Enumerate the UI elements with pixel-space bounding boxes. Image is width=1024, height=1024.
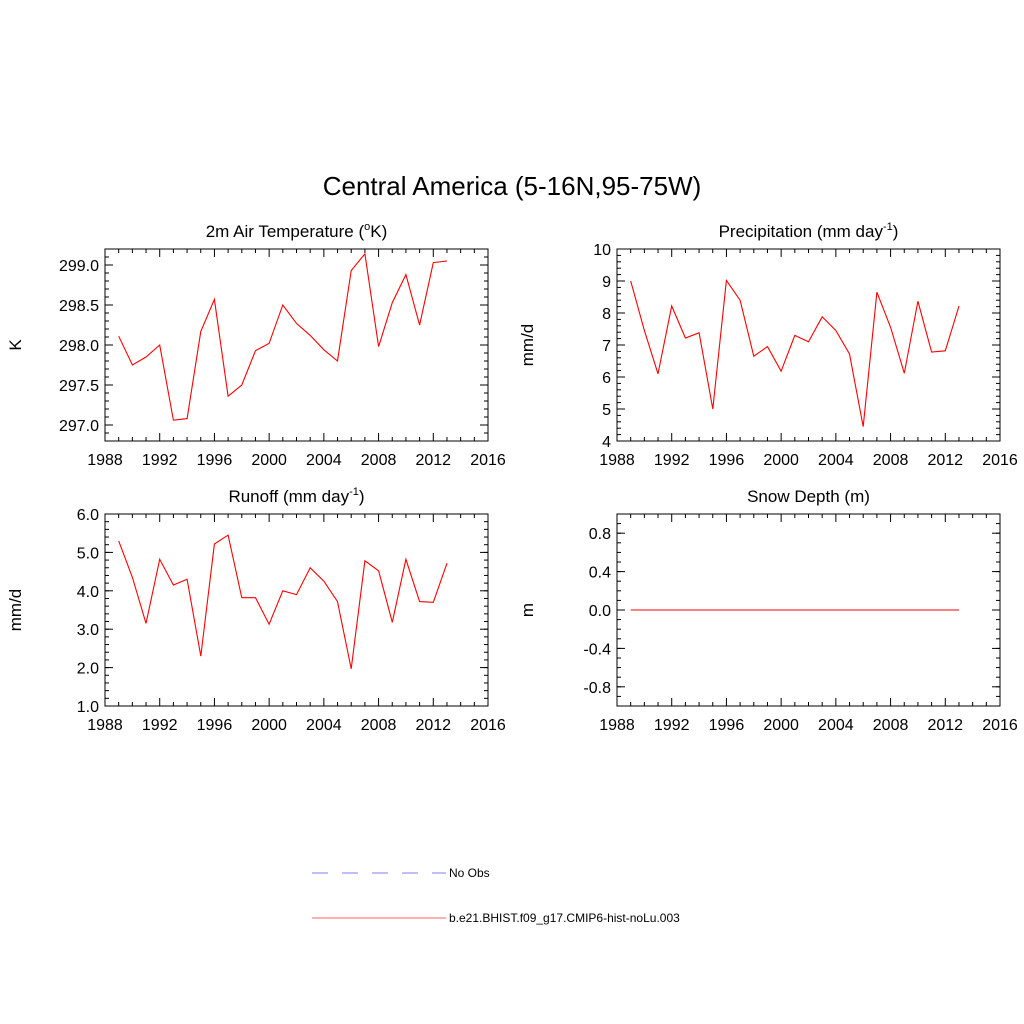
y-tick-label: 10 — [593, 242, 611, 259]
series-line — [118, 252, 448, 421]
x-tick-label: 1996 — [709, 717, 745, 734]
x-tick-label: 2004 — [306, 452, 342, 469]
x-tick-label: 1988 — [87, 452, 123, 469]
x-tick-label: 1992 — [654, 452, 690, 469]
x-tick-label: 2008 — [361, 452, 397, 469]
x-tick-label: 2016 — [982, 452, 1018, 469]
y-axis-label: m — [518, 603, 537, 617]
main-title: Central America (5-16N,95-75W) — [323, 171, 702, 201]
x-tick-label: 1996 — [709, 452, 745, 469]
x-tick-label: 2012 — [415, 717, 451, 734]
y-axis-label: mm/d — [6, 589, 25, 632]
y-tick-label: 297.5 — [59, 378, 99, 395]
legend-item-no-obs: No Obs — [312, 866, 490, 880]
y-tick-label: 299.0 — [59, 258, 99, 275]
y-tick-label: 6 — [602, 370, 611, 387]
x-tick-label: 2000 — [251, 717, 287, 734]
panel-title: Snow Depth (m) — [747, 487, 870, 506]
x-tick-label: 2004 — [818, 452, 854, 469]
y-tick-label: 0.0 — [589, 603, 611, 620]
series-line — [118, 534, 448, 669]
x-tick-label: 2016 — [982, 717, 1018, 734]
y-tick-label: 298.0 — [59, 338, 99, 355]
x-tick-label: 1992 — [142, 452, 178, 469]
x-tick-label: 2008 — [361, 717, 397, 734]
x-tick-label: 2012 — [927, 717, 963, 734]
x-tick-label: 2004 — [818, 717, 854, 734]
y-axis-label: mm/d — [518, 324, 537, 367]
plot-frame — [104, 513, 489, 707]
y-tick-label: 297.0 — [59, 418, 99, 435]
x-tick-label: 2012 — [927, 452, 963, 469]
x-tick-label: 2012 — [415, 452, 451, 469]
panel-4: Snow Depth (m) m 1988 1992 1996 2000 2004 2008 2… — [518, 487, 1018, 734]
y-tick-label: 5 — [602, 402, 611, 419]
x-tick-label: 2008 — [873, 717, 909, 734]
x-tick-label: 2000 — [763, 452, 799, 469]
x-tick-label: 1992 — [142, 717, 178, 734]
plot-frame — [616, 248, 1001, 442]
panel-title: Precipitation (mm day-1) — [719, 221, 899, 241]
y-tick-label: 9 — [602, 274, 611, 291]
y-tick-label: 7 — [602, 338, 611, 355]
y-tick-label: 2.0 — [77, 661, 99, 678]
y-tick-label: -0.4 — [583, 641, 611, 658]
panel-title: 2m Air Temperature (oK) — [206, 221, 388, 241]
x-tick-label: 1988 — [599, 717, 635, 734]
y-tick-label: 0.8 — [589, 526, 611, 543]
y-tick-label: 8 — [602, 306, 611, 323]
y-tick-label: 3.0 — [77, 622, 99, 639]
y-tick-label: 0.4 — [589, 565, 611, 582]
y-tick-label: 4 — [602, 434, 611, 451]
x-tick-label: 2008 — [873, 452, 909, 469]
y-tick-label: 6.0 — [77, 507, 99, 524]
x-tick-label: 1988 — [599, 452, 635, 469]
x-tick-label: 2000 — [251, 452, 287, 469]
x-tick-label: 2016 — [470, 717, 506, 734]
x-tick-label: 1996 — [197, 452, 233, 469]
y-tick-label: 298.5 — [59, 298, 99, 315]
x-tick-label: 2004 — [306, 717, 342, 734]
y-tick-label: 4.0 — [77, 584, 99, 601]
panel-title: Runoff (mm day-1) — [228, 486, 364, 506]
legend-label-model: b.e21.BHIST.f09_g17.CMIP6-hist-noLu.003 — [449, 911, 680, 925]
x-tick-label: 2000 — [763, 717, 799, 734]
y-tick-label: 5.0 — [77, 545, 99, 562]
legend: No Obs b.e21.BHIST.f09_g17.CMIP6-hist-no… — [312, 866, 680, 925]
panel-3: Runoff (mm day-1) mm/d 1988 1992 1996 2000 200… — [6, 486, 506, 734]
panel-1: 2m Air Temperature (oK) K 1988 1992 1996 2000… — [6, 221, 506, 469]
panel-2: Precipitation (mm day-1) mm/d 1988 1992 1996… — [518, 221, 1018, 469]
plot-frame — [104, 248, 489, 442]
y-axis-label: K — [6, 339, 25, 351]
x-tick-label: 1992 — [654, 717, 690, 734]
x-tick-label: 1988 — [87, 717, 123, 734]
legend-item-model: b.e21.BHIST.f09_g17.CMIP6-hist-noLu.003 — [312, 911, 680, 925]
y-tick-label: -0.8 — [583, 680, 611, 697]
panels: 2m Air Temperature (oK) K 1988 1992 1996 2000… — [6, 221, 1018, 734]
series-line — [630, 278, 960, 427]
y-tick-label: 1.0 — [77, 699, 99, 716]
x-tick-label: 1996 — [197, 717, 233, 734]
legend-label-no-obs: No Obs — [449, 866, 490, 880]
x-tick-label: 2016 — [470, 452, 506, 469]
